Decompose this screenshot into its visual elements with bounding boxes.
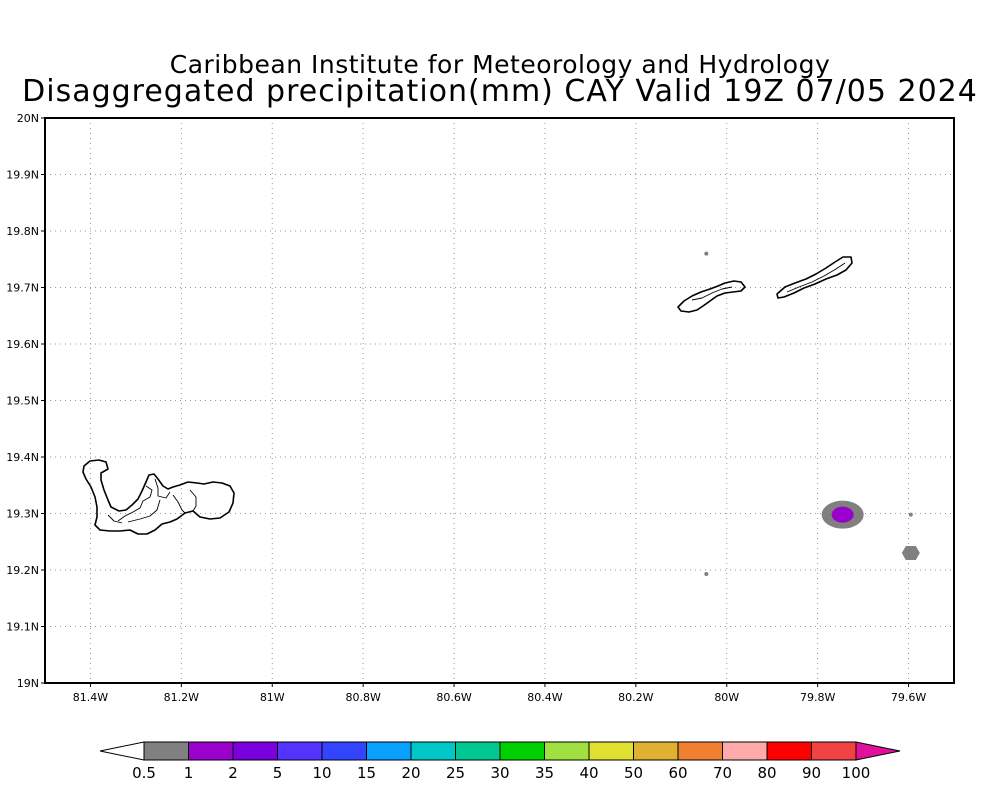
colorbar-swatch — [366, 741, 412, 761]
colorbar-label: 0.5 — [132, 764, 156, 782]
colorbar-swatch — [321, 741, 367, 761]
lat-tick-label: 19.5N — [6, 395, 39, 408]
longitude-axis: 81.4W 81.2W 81W 80.8W 80.6W 80.4W 80.2W 80W 79.8… — [73, 683, 926, 704]
lon-tick-label: 80.8W — [345, 691, 380, 704]
grand-cayman-coastline — [82, 459, 235, 535]
colorbar-label: 80 — [757, 764, 776, 782]
precip-cell — [831, 506, 854, 523]
colorbar-swatch — [722, 741, 768, 761]
lon-tick-label: 79.6W — [891, 691, 926, 704]
lon-tick-label: 81.2W — [164, 691, 199, 704]
lat-tick-label: 19.9N — [6, 169, 39, 182]
coastlines — [82, 256, 853, 535]
lon-tick-label: 79.8W — [800, 691, 835, 704]
little-cayman-detail — [691, 286, 733, 301]
colorbar-swatch — [766, 741, 812, 761]
lat-tick-label: 19N — [17, 677, 39, 690]
precip-cell — [704, 251, 709, 256]
colorbar-label: 35 — [535, 764, 554, 782]
colorbar-label: 15 — [357, 764, 376, 782]
little-cayman-coastline — [677, 280, 746, 313]
colorbar: 0.5 1 2 5 10 15 20 25 30 35 40 50 60 70 80 90 100 — [99, 741, 901, 782]
lon-tick-label: 81W — [260, 691, 285, 704]
latitude-axis: 20N 19.9N 19.8N 19.7N 19.6N 19.5N 19.4N 19.3N 19… — [6, 112, 45, 690]
title-line-2: Disaggregated precipitation(mm) CAY Vali… — [22, 74, 978, 109]
colorbar-over-arrow — [855, 741, 901, 761]
cayman-brac-coastline — [776, 256, 853, 299]
colorbar-swatch — [232, 741, 278, 761]
colorbar-swatch — [811, 741, 857, 761]
colorbar-swatch — [455, 741, 501, 761]
colorbar-swatch — [410, 741, 456, 761]
colorbar-label: 60 — [668, 764, 687, 782]
title-line-1: Caribbean Institute for Meteorology and … — [169, 50, 831, 79]
colorbar-label: 2 — [228, 764, 238, 782]
colorbar-swatch — [677, 741, 723, 761]
precip-cell — [704, 571, 709, 576]
colorbar-label: 100 — [842, 764, 871, 782]
lat-tick-label: 19.1N — [6, 621, 39, 634]
colorbar-swatch — [544, 741, 590, 761]
lon-tick-label: 80.2W — [618, 691, 653, 704]
precip-cell — [908, 512, 913, 517]
colorbar-swatch — [188, 741, 234, 761]
lon-tick-label: 80.4W — [527, 691, 562, 704]
map-grid — [45, 118, 954, 683]
colorbar-swatch — [633, 741, 679, 761]
precipitation-overlay — [704, 251, 920, 576]
colorbar-swatch — [499, 741, 545, 761]
cayman-brac-detail — [786, 262, 846, 293]
lat-tick-label: 19.7N — [6, 282, 39, 295]
lon-tick-label: 80.6W — [436, 691, 471, 704]
colorbar-under-arrow — [99, 741, 145, 761]
grand-cayman-north-sound — [107, 478, 197, 524]
lat-tick-label: 19.6N — [6, 338, 39, 351]
colorbar-swatch — [277, 741, 323, 761]
lat-tick-label: 19.4N — [6, 451, 39, 464]
colorbar-label: 5 — [273, 764, 283, 782]
colorbar-label: 50 — [624, 764, 643, 782]
lat-tick-label: 19.3N — [6, 508, 39, 521]
colorbar-label: 40 — [579, 764, 598, 782]
colorbar-swatch — [588, 741, 634, 761]
lat-tick-label: 20N — [17, 112, 39, 125]
colorbar-label: 30 — [490, 764, 509, 782]
colorbar-label: 1 — [184, 764, 194, 782]
colorbar-label: 10 — [312, 764, 331, 782]
colorbar-swatch — [143, 741, 189, 761]
colorbar-label: 25 — [446, 764, 465, 782]
colorbar-label: 90 — [802, 764, 821, 782]
precip-cell — [901, 546, 920, 561]
lon-tick-label: 80W — [714, 691, 739, 704]
lat-tick-label: 19.2N — [6, 564, 39, 577]
lat-tick-label: 19.8N — [6, 225, 39, 238]
lon-tick-label: 81.4W — [73, 691, 108, 704]
colorbar-label: 20 — [401, 764, 420, 782]
colorbar-label: 70 — [713, 764, 732, 782]
